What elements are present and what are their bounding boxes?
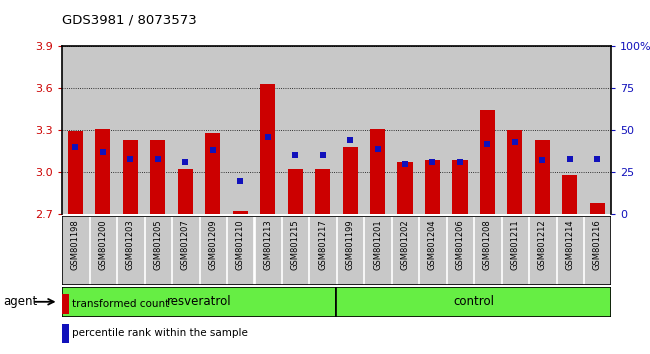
FancyBboxPatch shape (227, 216, 254, 285)
Bar (315, 169, 330, 214)
Bar (480, 110, 495, 214)
Text: resveratrol: resveratrol (167, 295, 231, 308)
FancyBboxPatch shape (309, 216, 336, 285)
FancyBboxPatch shape (200, 216, 226, 285)
Bar (528, 46, 556, 214)
Text: control: control (453, 295, 494, 308)
Bar (535, 140, 550, 214)
Bar (364, 46, 391, 214)
Bar (590, 203, 605, 214)
Bar (89, 46, 117, 214)
Bar (227, 46, 254, 214)
Text: GSM801204: GSM801204 (428, 219, 437, 270)
Bar (474, 46, 501, 214)
Bar (370, 129, 385, 214)
Bar (508, 130, 523, 214)
Text: GSM801202: GSM801202 (400, 219, 410, 270)
Text: GSM801212: GSM801212 (538, 219, 547, 270)
Text: GSM801199: GSM801199 (346, 219, 355, 270)
Bar (501, 46, 528, 214)
Bar (398, 162, 413, 214)
Bar (123, 140, 138, 214)
Text: GSM801216: GSM801216 (593, 219, 602, 270)
Text: GSM801207: GSM801207 (181, 219, 190, 270)
Text: GSM801206: GSM801206 (456, 219, 465, 270)
Bar (419, 46, 446, 214)
Bar (199, 46, 227, 214)
Text: GSM801201: GSM801201 (373, 219, 382, 270)
Text: agent: agent (3, 295, 38, 308)
FancyBboxPatch shape (392, 216, 418, 285)
Bar (117, 46, 144, 214)
FancyBboxPatch shape (255, 216, 281, 285)
Bar (337, 46, 364, 214)
FancyBboxPatch shape (337, 287, 611, 317)
Bar (144, 46, 172, 214)
Bar (556, 46, 584, 214)
Text: GSM801209: GSM801209 (208, 219, 217, 270)
Text: GSM801213: GSM801213 (263, 219, 272, 270)
Bar (343, 147, 358, 214)
FancyBboxPatch shape (117, 216, 144, 285)
Bar (452, 160, 467, 214)
FancyBboxPatch shape (419, 216, 446, 285)
Bar (260, 84, 275, 214)
Bar (562, 175, 577, 214)
Text: GSM801214: GSM801214 (566, 219, 575, 270)
Bar (425, 160, 440, 214)
FancyBboxPatch shape (584, 216, 610, 285)
FancyBboxPatch shape (145, 216, 171, 285)
Text: GSM801217: GSM801217 (318, 219, 327, 270)
Text: GSM801198: GSM801198 (71, 219, 80, 270)
FancyBboxPatch shape (447, 216, 473, 285)
Bar (62, 46, 89, 214)
Bar (446, 46, 474, 214)
Bar (584, 46, 611, 214)
Text: GSM801211: GSM801211 (510, 219, 519, 270)
FancyBboxPatch shape (62, 216, 88, 285)
FancyBboxPatch shape (337, 216, 363, 285)
Bar (68, 131, 83, 214)
FancyBboxPatch shape (62, 287, 337, 317)
Text: GSM801210: GSM801210 (236, 219, 245, 270)
Bar (309, 46, 337, 214)
Bar (62, 295, 69, 314)
FancyBboxPatch shape (365, 216, 391, 285)
Bar (172, 46, 199, 214)
FancyBboxPatch shape (502, 216, 528, 285)
FancyBboxPatch shape (556, 216, 583, 285)
Bar (178, 169, 193, 214)
Bar (281, 46, 309, 214)
Bar (205, 133, 220, 214)
Bar (391, 46, 419, 214)
Text: GSM801200: GSM801200 (98, 219, 107, 270)
Bar (288, 169, 303, 214)
Bar (254, 46, 281, 214)
Bar (233, 211, 248, 214)
FancyBboxPatch shape (474, 216, 500, 285)
FancyBboxPatch shape (529, 216, 556, 285)
Text: GDS3981 / 8073573: GDS3981 / 8073573 (62, 13, 196, 27)
FancyBboxPatch shape (282, 216, 308, 285)
Text: GSM801203: GSM801203 (126, 219, 135, 270)
Bar (96, 129, 111, 214)
Text: GSM801208: GSM801208 (483, 219, 492, 270)
Text: GSM801215: GSM801215 (291, 219, 300, 270)
Text: percentile rank within the sample: percentile rank within the sample (72, 328, 248, 338)
FancyBboxPatch shape (172, 216, 198, 285)
Text: transformed count: transformed count (72, 299, 169, 309)
Text: GSM801205: GSM801205 (153, 219, 162, 270)
FancyBboxPatch shape (90, 216, 116, 285)
Bar (62, 324, 69, 343)
Bar (150, 140, 165, 214)
